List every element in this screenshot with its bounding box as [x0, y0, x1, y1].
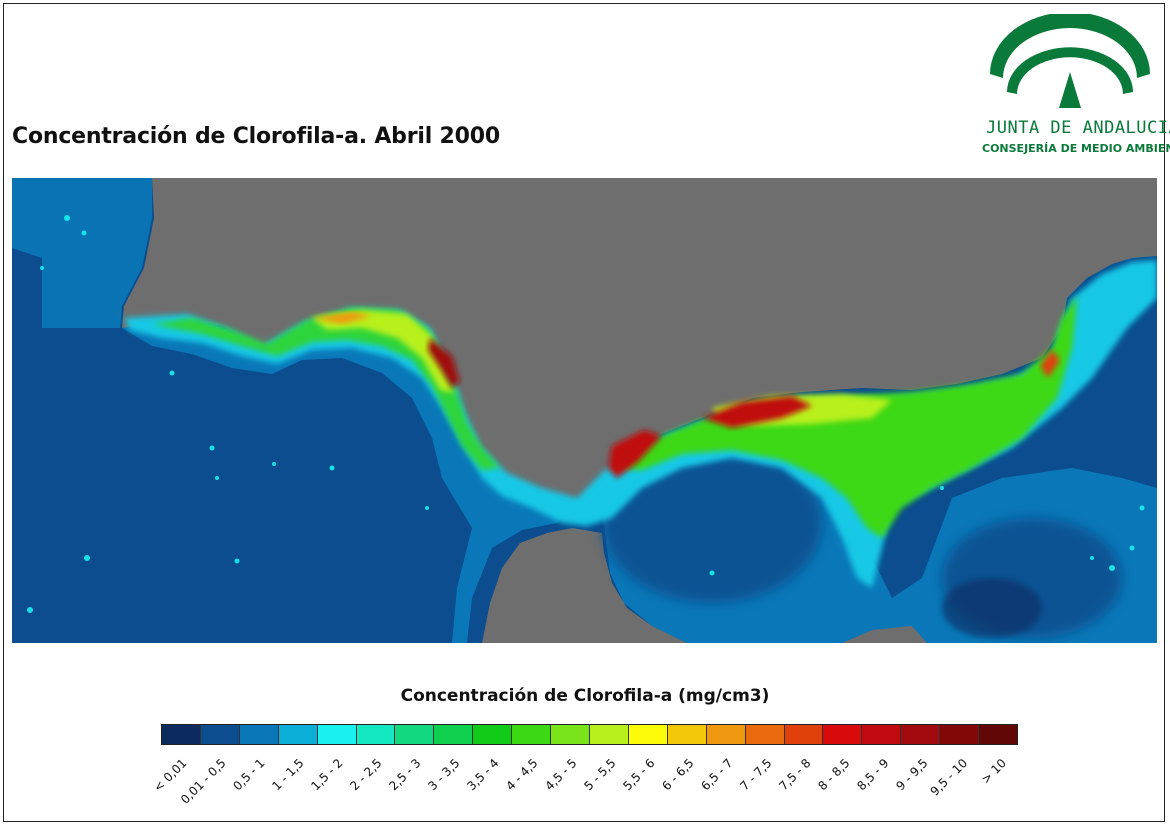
legend-swatch — [395, 725, 435, 744]
legend-swatch — [317, 725, 357, 744]
legend-swatch — [823, 725, 863, 744]
legend-label: 8,5 - 9 — [853, 756, 892, 794]
legend-label: > 10 — [978, 756, 1009, 787]
legend-swatch — [940, 725, 980, 744]
legend-swatch — [473, 725, 513, 744]
legend-label: 2 - 2,5 — [347, 756, 385, 794]
legend-swatch — [901, 725, 941, 744]
legend-swatch — [512, 725, 552, 744]
legend-label: 0,5 - 1 — [230, 756, 268, 794]
figure-frame — [3, 3, 1165, 822]
legend-swatch — [706, 725, 746, 744]
logo-department: CONSEJERÍA DE MEDIO AMBIENTE — [982, 142, 1170, 155]
legend-swatch — [667, 725, 707, 744]
hotspot-cadiz — [428, 338, 460, 388]
legend-swatch — [784, 725, 824, 744]
legend-swatch — [745, 725, 785, 744]
legend-swatch — [200, 725, 240, 744]
chlorophyll-map — [12, 178, 1157, 643]
legend-swatch — [434, 725, 474, 744]
junta-andalucia-logo — [990, 14, 1150, 108]
legend-swatch — [551, 725, 590, 744]
legend-swatch — [862, 725, 902, 744]
legend-label: 6 - 6,5 — [659, 756, 697, 794]
legend-title: Concentración de Clorofila-a (mg/cm3) — [400, 686, 770, 706]
legend-label: 1,5 - 2 — [308, 756, 346, 794]
legend-label: 3 - 3,5 — [425, 756, 463, 794]
legend-label: 1 - 1,5 — [269, 756, 307, 794]
map-title: Concentración de Clorofila-a. Abril 2000 — [12, 124, 500, 149]
legend-label: 8 - 8,5 — [815, 756, 853, 794]
legend-label: 3,5 - 4 — [464, 756, 502, 794]
legend-label: 7 - 7,5 — [737, 756, 775, 794]
legend-label: 5,5 - 6 — [620, 756, 658, 794]
legend-label: 7,5 - 8 — [776, 756, 814, 794]
logo-name: JUNTA DE ANDALUCIA — [986, 118, 1170, 138]
legend-label: 4 - 4,5 — [503, 756, 541, 794]
legend-swatch — [162, 725, 201, 744]
legend-label: 4,5 - 5 — [542, 756, 580, 794]
legend-label: 9 - 9,5 — [892, 756, 931, 794]
legend-color-bar — [161, 724, 1018, 745]
legend-swatch — [979, 725, 1017, 744]
legend-swatch — [628, 725, 668, 744]
hotspot-malaga — [702, 396, 812, 428]
legend-label: 9,5 - 10 — [927, 756, 970, 799]
hotspot-alboran-west — [608, 430, 662, 478]
legend-swatch — [239, 725, 279, 744]
legend-label: 6,5 - 7 — [698, 756, 736, 794]
legend-swatch — [356, 725, 396, 744]
legend-swatch — [278, 725, 318, 744]
legend-label: 5 - 5,5 — [581, 756, 619, 794]
legend-label: 2,5 - 3 — [386, 756, 424, 794]
legend-swatch — [589, 725, 629, 744]
